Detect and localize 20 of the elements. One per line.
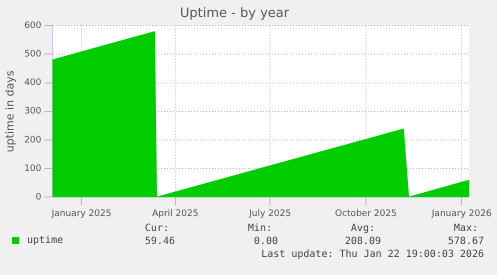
text: Max: 578.67 (448, 222, 484, 248)
text: Min: 0.00 (248, 222, 278, 248)
x-tick-label: October 2025 (334, 208, 397, 219)
text: Cur: 59.46 (144, 222, 175, 248)
y-tick-label: 300 (24, 106, 42, 117)
y-tick-label: 400 (24, 78, 42, 88)
y-tick-label: 500 (24, 50, 42, 60)
x-tick-label: January 2026 (430, 208, 492, 219)
x-tick-label: January 2025 (50, 208, 112, 219)
text: Avg: 208.09 (344, 222, 381, 248)
text: Last update: Thu Jan 22 19:00:03 2026 (261, 248, 484, 261)
x-tick-label: July 2025 (248, 208, 292, 219)
legend-label: uptime (27, 235, 64, 246)
y-tick-label: 600 (24, 20, 42, 31)
y-tick-label: 200 (24, 135, 42, 146)
y-axis-title: uptime in days (3, 70, 16, 152)
y-tick-label: 100 (24, 164, 42, 174)
x-tick-label: April 2025 (152, 208, 198, 219)
y-tick-label: 0 (36, 192, 42, 203)
chart-title: Uptime - by year (180, 6, 290, 22)
